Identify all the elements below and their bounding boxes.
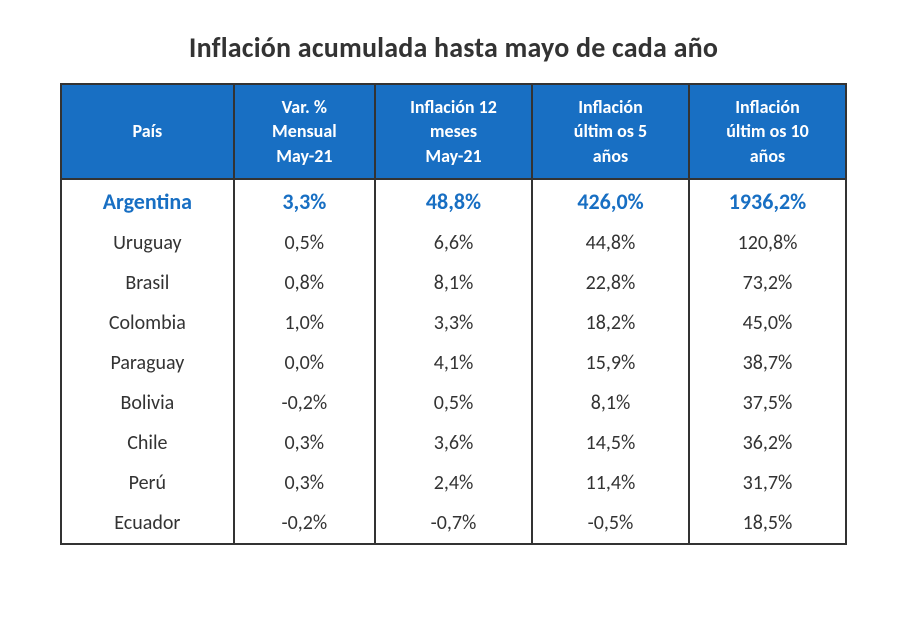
cell: 22,8% [532,263,689,303]
table-row: Ecuador -0,2% -0,7% -0,5% 18,5% [61,503,846,544]
cell: 18,2% [532,303,689,343]
cell: 0,5% [234,223,375,263]
table-row: Paraguay 0,0% 4,1% 15,9% 38,7% [61,343,846,383]
table-header: País Var. %MensualMay-21 Inflación 12mes… [61,84,846,179]
cell: 3,6% [375,423,532,463]
page-container: Inflación acumulada hasta mayo de cada a… [0,0,907,545]
cell: 15,9% [532,343,689,383]
cell: -0,7% [375,503,532,544]
cell: 426,0% [532,179,689,223]
table-header-row: País Var. %MensualMay-21 Inflación 12mes… [61,84,846,179]
cell: 120,8% [689,223,846,263]
cell: 0,8% [234,263,375,303]
cell: Chile [61,423,234,463]
cell: 0,3% [234,463,375,503]
cell: 48,8% [375,179,532,223]
cell: Perú [61,463,234,503]
cell: 44,8% [532,223,689,263]
cell: 45,0% [689,303,846,343]
cell: 18,5% [689,503,846,544]
table-row: Bolivia -0,2% 0,5% 8,1% 37,5% [61,383,846,423]
cell: 1936,2% [689,179,846,223]
table-row: Chile 0,3% 3,6% 14,5% 36,2% [61,423,846,463]
table-row: Colombia 1,0% 3,3% 18,2% 45,0% [61,303,846,343]
col-header: Inflaciónúltim os 5años [532,84,689,179]
inflation-table: País Var. %MensualMay-21 Inflación 12mes… [60,83,847,545]
cell: 0,5% [375,383,532,423]
cell: 0,0% [234,343,375,383]
col-header: Inflación 12mesesMay-21 [375,84,532,179]
cell: Argentina [61,179,234,223]
cell: 73,2% [689,263,846,303]
col-header: Var. %MensualMay-21 [234,84,375,179]
col-header: País [61,84,234,179]
cell: 3,3% [375,303,532,343]
cell: 38,7% [689,343,846,383]
cell: 31,7% [689,463,846,503]
cell: Ecuador [61,503,234,544]
cell: 11,4% [532,463,689,503]
cell: 8,1% [375,263,532,303]
cell: 6,6% [375,223,532,263]
table-row: Brasil 0,8% 8,1% 22,8% 73,2% [61,263,846,303]
cell: Uruguay [61,223,234,263]
cell: -0,2% [234,503,375,544]
cell: 0,3% [234,423,375,463]
cell: Brasil [61,263,234,303]
cell: 36,2% [689,423,846,463]
cell: 37,5% [689,383,846,423]
table-row: Perú 0,3% 2,4% 11,4% 31,7% [61,463,846,503]
cell: 3,3% [234,179,375,223]
cell: -0,2% [234,383,375,423]
page-title: Inflación acumulada hasta mayo de cada a… [60,30,847,65]
cell: Bolivia [61,383,234,423]
cell: 8,1% [532,383,689,423]
table-row: Argentina 3,3% 48,8% 426,0% 1936,2% [61,179,846,223]
col-header: Inflaciónúltim os 10años [689,84,846,179]
cell: 2,4% [375,463,532,503]
cell: -0,5% [532,503,689,544]
cell: 14,5% [532,423,689,463]
cell: 1,0% [234,303,375,343]
cell: 4,1% [375,343,532,383]
cell: Colombia [61,303,234,343]
table-row: Uruguay 0,5% 6,6% 44,8% 120,8% [61,223,846,263]
table-body: Argentina 3,3% 48,8% 426,0% 1936,2% Urug… [61,179,846,544]
cell: Paraguay [61,343,234,383]
